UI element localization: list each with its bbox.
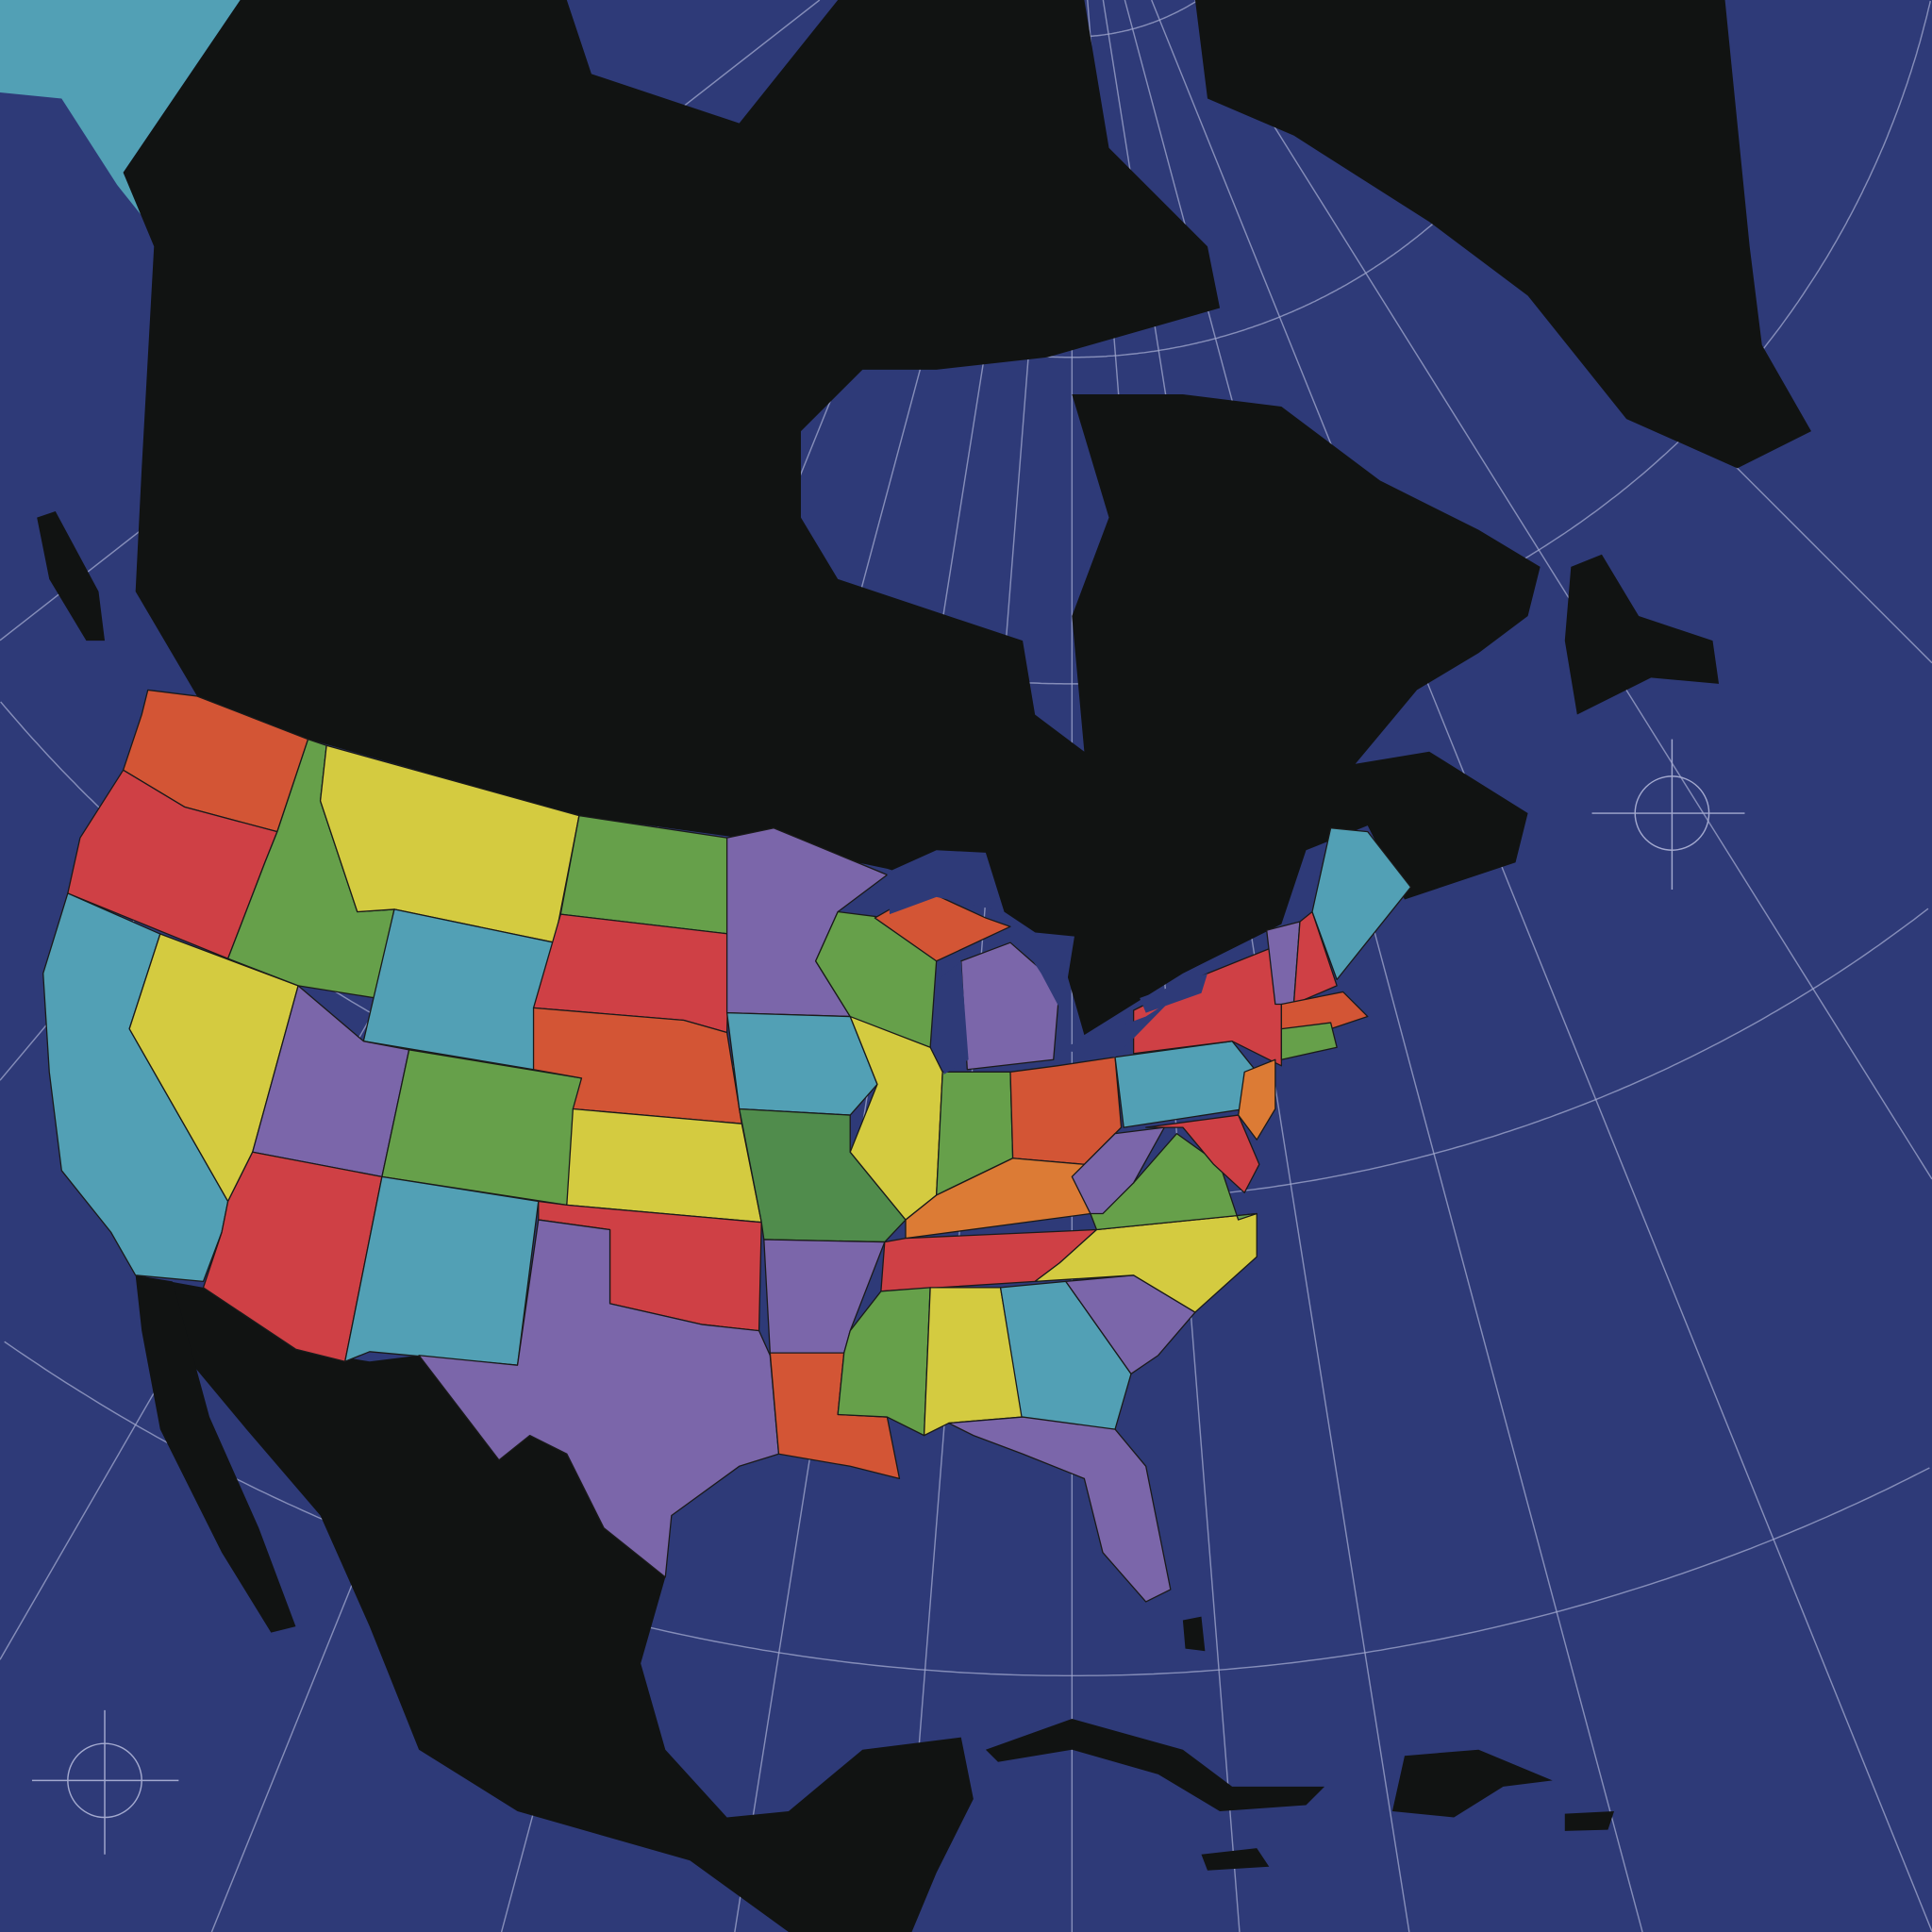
mexico (135, 1274, 974, 1932)
vancouver-island (37, 511, 106, 641)
lake-ontario (1140, 973, 1208, 1013)
jamaica (1201, 1848, 1270, 1871)
state-georgia[interactable] (999, 1280, 1132, 1430)
great-lakes (887, 850, 1208, 1074)
state-west-virginia[interactable] (1071, 1126, 1165, 1215)
state-connecticut-rhode-island[interactable] (1280, 1022, 1338, 1060)
lake-huron (1012, 930, 1074, 1013)
state-virginia[interactable] (1090, 1132, 1257, 1231)
crosshair-marker (31, 1709, 179, 1855)
newfoundland (1564, 554, 1720, 715)
state-iowa[interactable] (725, 1011, 878, 1116)
state-florida[interactable] (948, 1416, 1172, 1603)
land-masses (0, 0, 1811, 1932)
state-kansas[interactable] (566, 1108, 762, 1224)
state-maine[interactable] (1311, 827, 1412, 981)
graticule-meridian (1194, 0, 1932, 1180)
us-states (42, 689, 1412, 1603)
cuba (985, 1719, 1325, 1811)
state-new-hampshire[interactable] (1292, 910, 1338, 1006)
alaska (0, 0, 241, 216)
graticule-parallel (4, 1341, 1930, 1677)
state-new-jersey[interactable] (1237, 1058, 1276, 1141)
hispaniola (1391, 1749, 1553, 1818)
baja-california (135, 1274, 296, 1633)
state-mississippi[interactable] (837, 1287, 931, 1437)
state-massachusetts[interactable] (1280, 991, 1369, 1030)
state-north-carolina[interactable] (1034, 1212, 1257, 1313)
lake-erie (1057, 1000, 1171, 1058)
bahamas (1182, 1616, 1206, 1652)
lake-michigan (939, 960, 969, 1074)
greenland (1194, 0, 1811, 469)
puerto-rico (1564, 1811, 1615, 1831)
lake-superior (887, 850, 1005, 915)
state-missouri[interactable] (739, 1108, 907, 1243)
crosshair-marker (1591, 739, 1745, 891)
canada (123, 0, 1541, 1036)
graticule-meridian (1151, 0, 1932, 1932)
graticule-meridian (1124, 0, 1643, 1932)
state-texas[interactable] (418, 1219, 780, 1578)
